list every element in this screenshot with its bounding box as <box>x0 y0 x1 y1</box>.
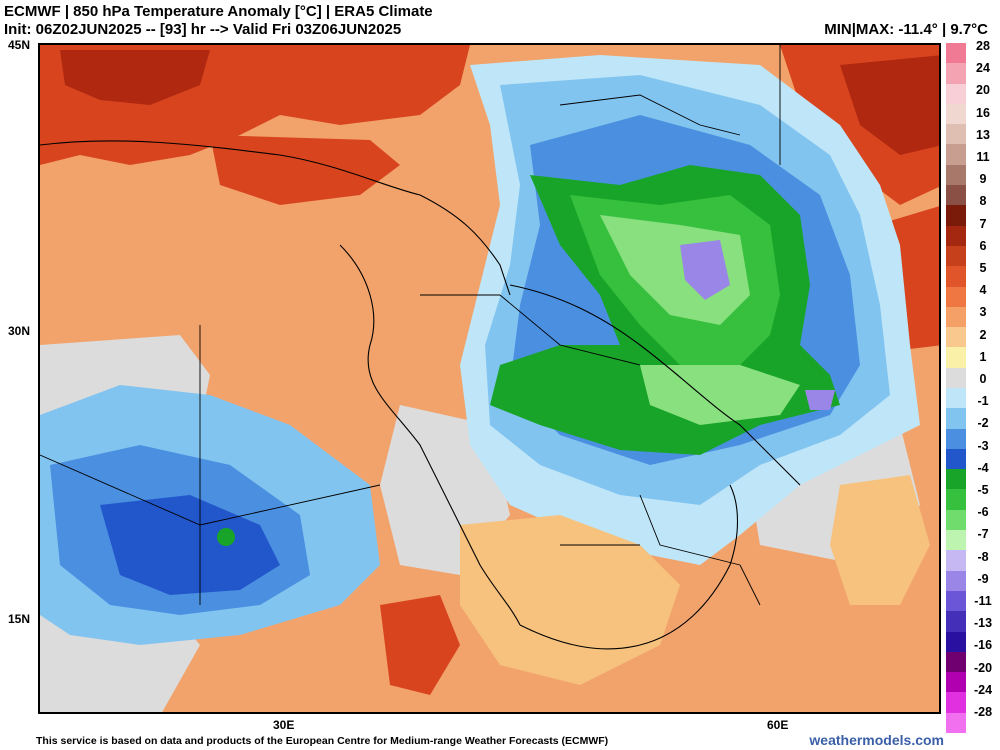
coastline <box>40 140 511 296</box>
legend-swatch <box>946 712 966 734</box>
valid-time: Init: 06Z02JUN2025 -- [93] hr --> Valid … <box>4 21 402 38</box>
legend-swatch <box>946 83 966 105</box>
legend-swatch <box>946 185 966 206</box>
legend-swatch <box>946 570 966 592</box>
legend-swatch <box>946 489 966 511</box>
legend-swatch <box>946 43 966 64</box>
coastline <box>509 284 801 486</box>
map-title: ECMWF | 850 hPa Temperature Anomaly [°C]… <box>4 3 433 20</box>
lon-label-60e: 60E <box>767 718 789 732</box>
country-border <box>560 494 761 606</box>
legend-swatch <box>946 367 966 389</box>
legend-swatch <box>946 408 966 430</box>
lat-label-30n: 30N <box>8 324 31 338</box>
site-link[interactable]: weathermodels.com <box>809 732 944 748</box>
legend-label: 9 <box>979 172 987 187</box>
legend-label: -9 <box>977 571 989 586</box>
legend-swatch <box>946 266 966 288</box>
legend-label: 28 <box>976 39 990 53</box>
legend-swatch <box>946 631 966 653</box>
lon-label-30e: 30E <box>273 718 295 732</box>
legend-label: -13 <box>973 616 993 631</box>
legend-swatch <box>946 651 966 673</box>
legend-label: -7 <box>977 527 989 542</box>
legend-swatch <box>946 63 966 85</box>
legend-label: 13 <box>976 127 990 142</box>
legend-label: -11 <box>974 594 992 608</box>
legend-labels: 28 24 20 16 13 11 9 8 7 6 5 4 3 2 1 0 -1 -2 -3 -4 -5 -6 -7 -8 -9… <box>968 39 998 733</box>
warm-anomaly-region <box>840 55 939 155</box>
warm-anomaly-region <box>380 595 460 695</box>
legend-label: 4 <box>979 283 987 298</box>
ecmwf-credit: This service is based on data and produc… <box>36 735 609 747</box>
legend-label: 1 <box>979 349 987 364</box>
legend-label: -20 <box>973 660 993 675</box>
legend-swatch <box>946 327 966 348</box>
legend-label: -5 <box>977 483 989 497</box>
legend-swatch <box>946 692 966 714</box>
country-border <box>40 294 641 605</box>
legend-label: 24 <box>976 61 990 76</box>
legend-label: -8 <box>977 549 989 564</box>
legend-swatch <box>946 225 966 247</box>
anomaly-map[interactable] <box>38 43 941 714</box>
legend-swatch <box>946 672 966 693</box>
legend-label: 11 <box>976 150 990 164</box>
cool-anomaly-region <box>100 495 280 595</box>
legend-label: 20 <box>976 83 990 98</box>
legend-label: 2 <box>979 327 987 342</box>
warm-anomaly-region <box>460 515 680 685</box>
cold-anomaly-core <box>680 240 730 300</box>
legend-swatch <box>946 205 966 227</box>
legend-label: -16 <box>973 638 993 653</box>
cold-anomaly-core <box>640 365 800 425</box>
legend-label: -4 <box>977 460 989 475</box>
legend-label: -1 <box>977 394 989 409</box>
legend-swatch <box>946 306 966 328</box>
legend-label: 16 <box>976 105 990 120</box>
legend-swatch <box>946 124 966 145</box>
legend-swatch <box>946 448 966 470</box>
color-legend <box>946 43 966 734</box>
legend-swatch <box>946 530 966 551</box>
map-canvas <box>40 45 939 712</box>
lat-label-15n: 15N <box>8 612 31 626</box>
coastline <box>519 484 739 650</box>
legend-label: 5 <box>979 261 987 275</box>
legend-label: -28 <box>973 705 993 719</box>
warm-anomaly-region <box>60 50 210 105</box>
legend-swatch <box>946 144 966 166</box>
legend-label: -24 <box>973 682 993 697</box>
country-border <box>559 45 781 165</box>
legend-swatch <box>946 590 966 612</box>
legend-label: 8 <box>979 194 987 209</box>
min-max-readout: MIN|MAX: -11.4° | 9.7°C <box>824 21 988 38</box>
legend-label: 3 <box>979 305 987 320</box>
legend-swatch <box>946 550 966 572</box>
legend-swatch <box>946 286 966 308</box>
legend-label: 6 <box>979 238 987 253</box>
warm-anomaly-region <box>210 135 400 205</box>
legend-swatch <box>946 469 966 490</box>
legend-swatch <box>946 388 966 409</box>
legend-swatch <box>946 103 966 125</box>
legend-swatch <box>946 164 966 186</box>
legend-swatch <box>946 428 966 450</box>
cold-core <box>217 528 235 546</box>
lat-label-45n: 45N <box>8 38 31 52</box>
legend-label: -2 <box>977 416 989 431</box>
coastline <box>339 244 521 626</box>
legend-swatch <box>946 245 966 267</box>
legend-swatch <box>946 611 966 633</box>
legend-swatch <box>946 509 966 531</box>
legend-swatch <box>946 347 966 369</box>
legend-label: 0 <box>979 372 987 386</box>
legend-label: -6 <box>977 505 989 520</box>
legend-label: 7 <box>979 216 987 231</box>
legend-label: -3 <box>977 438 989 453</box>
warm-anomaly-region <box>830 475 930 605</box>
cold-anomaly-core <box>805 390 835 410</box>
